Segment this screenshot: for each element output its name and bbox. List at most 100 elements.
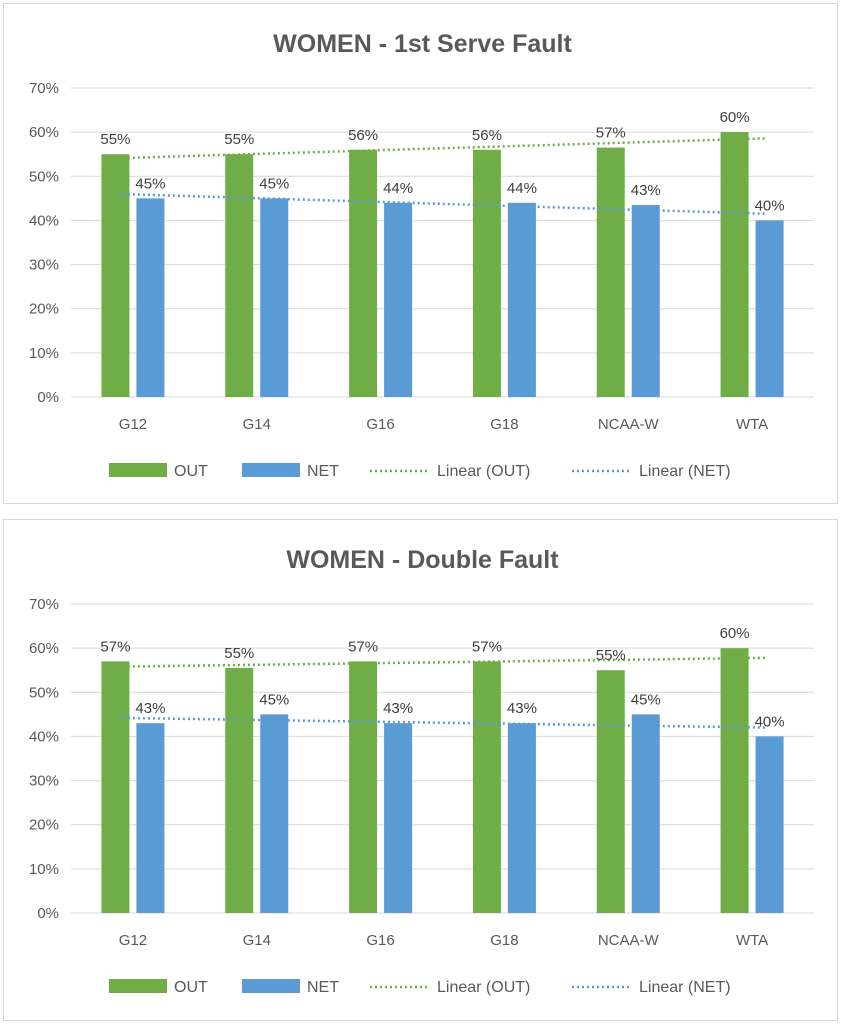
data-label-net-wta: 40% (755, 713, 785, 730)
data-label-out-g12: 55% (100, 131, 130, 148)
legend-swatch-net (242, 979, 300, 993)
y-tick-label-10: 10% (29, 345, 59, 362)
series-net (136, 198, 784, 397)
y-tick-label-30: 30% (29, 257, 59, 274)
y-tick-label-70: 70% (29, 80, 59, 97)
y-tick-label-50: 50% (29, 684, 59, 701)
data-label-out-g14: 55% (224, 131, 254, 148)
trendline-linear-net (117, 716, 768, 729)
data-label-net-wta: 40% (755, 197, 785, 214)
bar-net-ncaa-w (631, 714, 660, 913)
data-label-out-g16: 57% (348, 638, 378, 655)
y-tick-label-30: 30% (29, 773, 59, 790)
data-label-net-ncaa-w: 45% (631, 691, 661, 708)
y-tick-label-40: 40% (29, 728, 59, 745)
y-tick-label-60: 60% (29, 124, 59, 141)
data-label-net-g18: 44% (507, 180, 537, 197)
y-tick-label-0: 0% (37, 905, 59, 922)
x-tick-label-g18: G18 (490, 416, 518, 433)
legend-swatch-out (109, 463, 167, 477)
y-tick-label-40: 40% (29, 212, 59, 229)
data-label-net-g18: 43% (507, 700, 537, 717)
bar-out-g16 (349, 149, 378, 397)
data-label-out-g16: 56% (348, 127, 378, 144)
bar-out-wta (720, 648, 749, 913)
data-label-out-g18: 57% (472, 638, 502, 655)
bar-net-g16 (384, 723, 413, 913)
y-tick-label-20: 20% (29, 301, 59, 318)
chart-title: WOMEN - Double Fault (286, 546, 559, 574)
bar-out-g18 (472, 149, 501, 397)
x-tick-label-ncaa-w: NCAA-W (598, 932, 660, 949)
data-label-net-g16: 44% (383, 180, 413, 197)
data-label-net-g12: 43% (135, 700, 165, 717)
data-label-out-wta: 60% (720, 625, 750, 642)
legend-label-linear-net: Linear (NET) (639, 463, 731, 480)
x-tick-label-wta: WTA (736, 932, 768, 949)
x-tick-label-ncaa-w: NCAA-W (598, 416, 660, 433)
bar-net-g12 (136, 198, 165, 397)
bar-net-ncaa-w (631, 204, 660, 397)
x-tick-label-g12: G12 (119, 416, 147, 433)
legend-label-out: OUT (174, 979, 208, 996)
x-tick-label-g14: G14 (243, 416, 271, 433)
x-tick-label-g14: G14 (243, 932, 271, 949)
data-label-out-g14: 55% (224, 645, 254, 662)
legend-label-linear-net: Linear (NET) (639, 979, 731, 996)
bar-out-g18 (472, 661, 501, 913)
data-label-out-ncaa-w: 55% (596, 647, 626, 664)
bar-out-ncaa-w (596, 670, 625, 913)
legend-label-out: OUT (174, 463, 208, 480)
chart-1st-serve-fault: WOMEN - 1st Serve Fault 0% 10% 20% 30% 40% 50%… (29, 30, 814, 480)
x-tick-label-g16: G16 (366, 416, 394, 433)
bar-out-g12 (101, 661, 130, 913)
chart-panel-1st-serve-fault: WOMEN - 1st Serve Fault 0% 10% 20% 30% 40% 50%… (3, 3, 838, 504)
bar-net-g14 (260, 714, 289, 913)
trendline-linear-out (117, 137, 768, 160)
series-out (101, 648, 749, 913)
chart-title: WOMEN - 1st Serve Fault (273, 30, 572, 58)
bar-out-wta (720, 132, 749, 397)
bar-out-g16 (349, 661, 378, 913)
legend-label-linear-out: Linear (OUT) (437, 463, 530, 480)
data-label-net-g14: 45% (259, 691, 289, 708)
data-label-out-g12: 57% (100, 638, 130, 655)
bar-net-g18 (507, 202, 536, 397)
bar-out-g14 (225, 668, 254, 913)
bar-net-g18 (507, 723, 536, 913)
y-tick-label-10: 10% (29, 861, 59, 878)
bar-net-g16 (384, 202, 413, 397)
y-tick-label-70: 70% (29, 596, 59, 613)
legend-label-net: NET (307, 463, 339, 480)
bar-net-wta (755, 220, 784, 397)
x-tick-label-g18: G18 (490, 932, 518, 949)
chart-double-fault: WOMEN - Double Fault 0% 10% 20% 30% 40% 50% 60%… (29, 546, 814, 996)
data-label-out-ncaa-w: 57% (596, 125, 626, 142)
y-tick-label-0: 0% (37, 389, 59, 406)
gridlines (71, 603, 814, 914)
chart-panel-double-fault: WOMEN - Double Fault 0% 10% 20% 30% 40% 50% 60%… (3, 519, 838, 1021)
bar-net-g12 (136, 723, 165, 913)
bar-net-wta (755, 736, 784, 913)
x-tick-label-g16: G16 (366, 932, 394, 949)
data-label-out-g18: 56% (472, 127, 502, 144)
data-label-net-g14: 45% (259, 175, 289, 192)
bar-out-g14 (225, 154, 254, 397)
bar-net-g14 (260, 198, 289, 397)
data-label-net-g12: 45% (135, 175, 165, 192)
bar-out-ncaa-w (596, 147, 625, 397)
series-net (136, 714, 784, 913)
legend-swatch-out (109, 979, 167, 993)
legend-label-net: NET (307, 979, 339, 996)
legend-label-linear-out: Linear (OUT) (437, 979, 530, 996)
x-tick-label-g12: G12 (119, 932, 147, 949)
data-label-net-ncaa-w: 43% (631, 182, 661, 199)
bar-out-g12 (101, 154, 130, 397)
data-label-net-g16: 43% (383, 700, 413, 717)
data-label-out-wta: 60% (720, 109, 750, 126)
trendline-linear-out (117, 656, 768, 668)
trendline-linear-net (117, 192, 768, 216)
legend-swatch-net (242, 463, 300, 477)
legend: OUT NET Linear (OUT) Linear (NET) (109, 979, 731, 996)
gridlines (71, 87, 814, 398)
